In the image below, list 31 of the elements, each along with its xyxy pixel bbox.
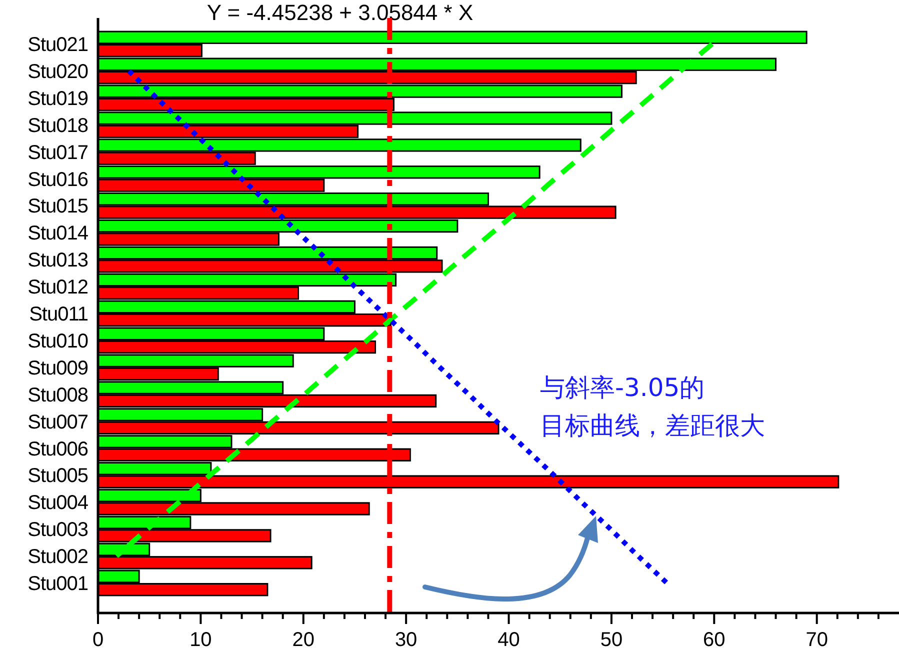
- y-tick-label: Stu021: [28, 34, 88, 56]
- y-tick-label: Stu020: [28, 60, 88, 83]
- x-tick-label: 60: [703, 629, 726, 651]
- y-tick-label: Stu008: [28, 384, 88, 406]
- x-tick-label: 40: [498, 629, 520, 651]
- y-tick-label: Stu019: [28, 88, 88, 110]
- y-tick-label: Stu011: [29, 304, 88, 326]
- y-tick-label: Stu009: [28, 357, 88, 380]
- y-tick-label: Stu003: [28, 519, 88, 542]
- y-tick-label: Stu010: [28, 330, 88, 352]
- y-tick-label: Stu015: [28, 196, 88, 218]
- y-tick-label: Stu012: [28, 276, 88, 299]
- x-tick-label: 30: [394, 629, 418, 651]
- y-tick-label: Stu014: [28, 222, 88, 245]
- chart-title: Y = -4.45238 + 3.05844 * X: [206, 0, 474, 25]
- y-tick-label: Stu013: [28, 250, 88, 272]
- y-tick-label: Stu001: [28, 573, 88, 595]
- y-tick-label: Stu007: [28, 411, 88, 434]
- x-tick-label: 50: [600, 629, 623, 651]
- x-tick-label: 20: [292, 629, 315, 651]
- annotation: 与斜率-3.05的 目标曲线，差距很大: [540, 373, 765, 440]
- y-tick-label: Stu005: [28, 465, 88, 488]
- x-tick-label: 10: [190, 629, 212, 651]
- y-tick-label: Stu017: [28, 142, 88, 164]
- x-tick-label: 70: [806, 629, 828, 651]
- y-tick-label: Stu016: [28, 168, 88, 191]
- y-tick-label: Stu004: [28, 492, 88, 514]
- y-tick-label: Stu002: [28, 546, 88, 568]
- y-tick-label: Stu018: [28, 114, 88, 137]
- y-tick-label: Stu006: [28, 438, 88, 460]
- x-tick-label: 0: [92, 629, 104, 651]
